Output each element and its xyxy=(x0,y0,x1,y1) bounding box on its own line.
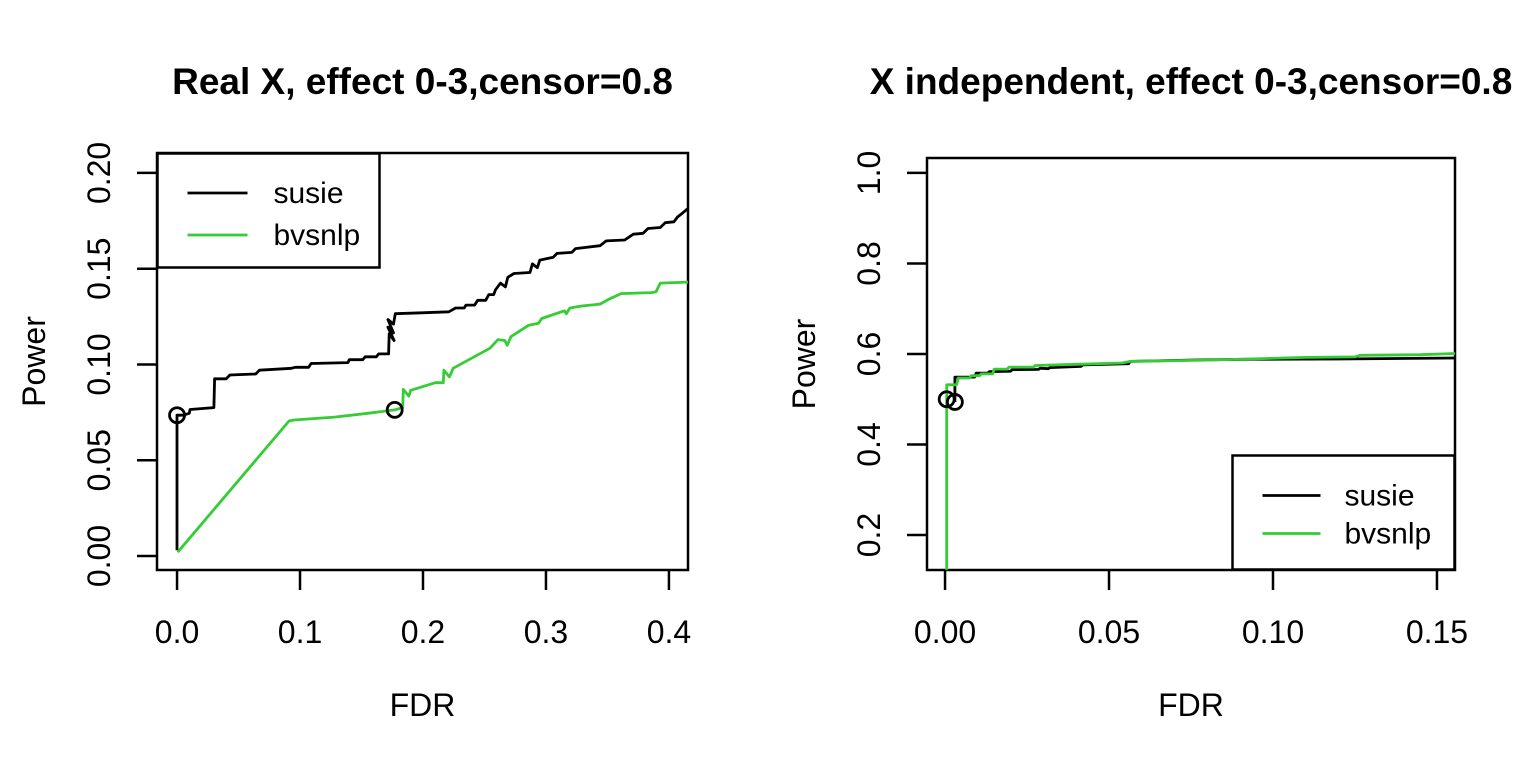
legend-label-bvsnlp: bvsnlp xyxy=(274,219,361,252)
legend-box xyxy=(156,152,381,269)
legend-label-susie: susie xyxy=(274,177,344,210)
x-tick-label: 0.1 xyxy=(278,614,322,650)
legend-topleft: susie bvsnlp xyxy=(156,152,381,269)
series-line-susie xyxy=(953,356,1456,402)
series-line-bvsnlp xyxy=(945,352,1456,570)
legend-box xyxy=(1231,454,1456,571)
y-tick-label: 0.10 xyxy=(81,333,117,395)
y-tick-label: 0.20 xyxy=(81,142,117,204)
x-tick-label: 0.4 xyxy=(647,614,691,650)
legend-label-bvsnlp: bvsnlp xyxy=(1345,518,1432,551)
y-tick-label: 0.8 xyxy=(851,241,887,285)
plot-panel-left: Real X, effect 0-3,censor=0.8 0.0 0.1 0.2 0.… xyxy=(16,61,691,723)
series-line-bvsnlp xyxy=(176,280,689,554)
plot-title: Real X, effect 0-3,censor=0.8 xyxy=(172,61,673,102)
y-tick-label: 1.0 xyxy=(851,151,887,195)
x-tick-label: 0.15 xyxy=(1406,614,1468,650)
series-line-susie xyxy=(175,207,689,551)
y-tick-label: 0.4 xyxy=(851,422,887,466)
x-tick-label: 0.3 xyxy=(524,614,568,650)
x-tick-label: 0.2 xyxy=(401,614,445,650)
y-axis-label: Power xyxy=(786,318,822,409)
threshold-marker-susie xyxy=(945,393,964,411)
x-axis-label: FDR xyxy=(1158,687,1224,723)
plot-box xyxy=(925,156,1457,572)
threshold-marker-bvsnlp xyxy=(385,400,404,419)
x-tick-label: 0.05 xyxy=(1078,614,1140,650)
y-tick-label: 0.00 xyxy=(81,525,117,587)
threshold-marker-susie xyxy=(168,406,186,425)
plot-panel-right: X independent, effect 0-3,censor=0.8 0.00… xyxy=(786,61,1512,723)
plot-title: X independent, effect 0-3,censor=0.8 xyxy=(870,61,1513,102)
x-tick-label: 0.0 xyxy=(155,614,199,650)
x-tick-label: 0.00 xyxy=(914,614,976,650)
y-tick-label: 0.05 xyxy=(81,429,117,491)
y-tick-label: 0.2 xyxy=(851,513,887,557)
x-tick-label: 0.10 xyxy=(1242,614,1304,650)
x-axis-label: FDR xyxy=(390,687,456,723)
y-tick-label: 0.6 xyxy=(851,332,887,376)
y-axis-label: Power xyxy=(16,316,52,407)
legend-label-susie: susie xyxy=(1345,480,1415,513)
legend-bottomright: susie bvsnlp xyxy=(1231,454,1456,571)
threshold-marker-bvsnlp xyxy=(937,390,956,409)
y-tick-label: 0.15 xyxy=(81,238,117,300)
